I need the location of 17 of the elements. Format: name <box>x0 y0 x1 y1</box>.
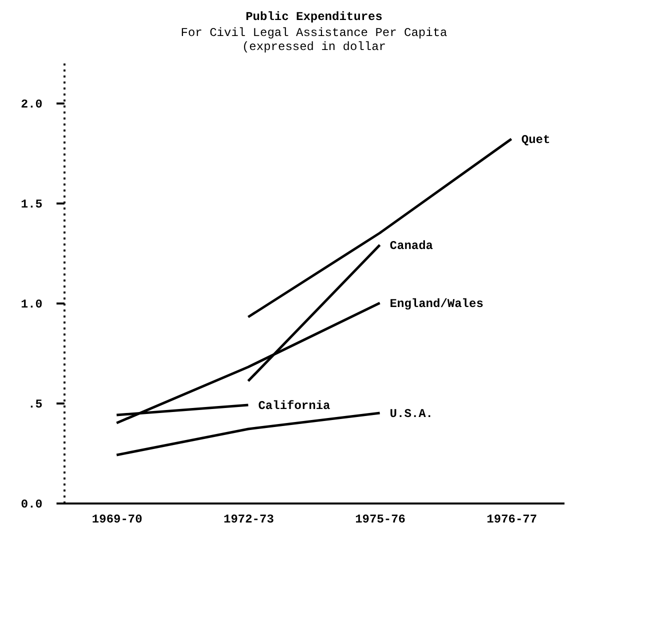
y-tick-label: 0.0 <box>20 498 42 512</box>
chart-subtitle: For Civil Legal Assistance Per Capita <box>180 26 448 40</box>
y-tick-label: 2.0 <box>20 98 42 112</box>
series-label: England/Wales <box>390 297 484 311</box>
y-tick-label: 1.5 <box>20 198 42 212</box>
series-label: U.S.A. <box>390 407 434 421</box>
series-label: Quet <box>521 133 550 147</box>
text: (expressed in dollar <box>242 40 386 54</box>
x-tick-label: 1975-76 <box>355 512 406 526</box>
y-tick-label: .5 <box>28 398 42 412</box>
y-tick-label: 1.0 <box>20 298 42 312</box>
x-tick-label: 1976-77 <box>486 512 538 526</box>
chart-title: Public Expenditures <box>246 10 382 24</box>
x-tick-label: 1969-70 <box>92 512 142 526</box>
x-tick-label: 1972-73 <box>224 512 274 526</box>
series-label: California <box>258 399 330 413</box>
series-label: Canada <box>390 239 434 253</box>
